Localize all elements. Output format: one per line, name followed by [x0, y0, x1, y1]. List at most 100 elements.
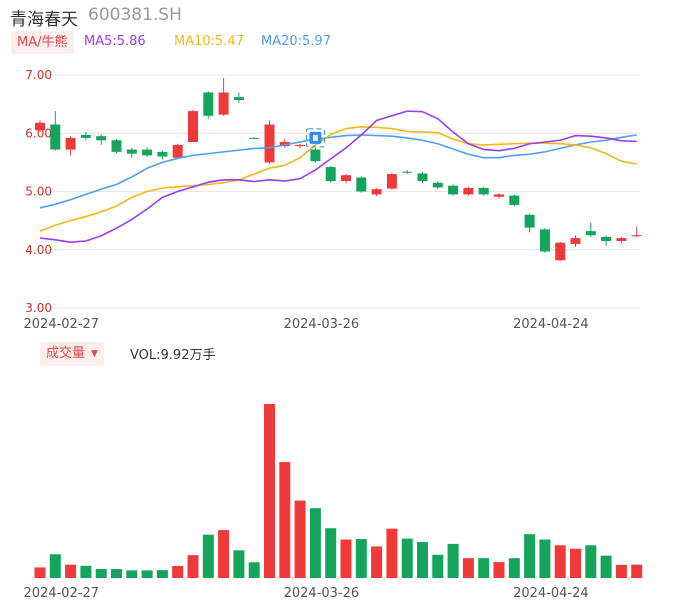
- volume-x-tick-label: 2024-04-24: [513, 586, 589, 601]
- y-tick-label: 5.00: [25, 185, 52, 199]
- candle-body: [249, 137, 260, 139]
- volume-bar: [172, 566, 184, 578]
- candle-body: [279, 141, 290, 147]
- volume-bar: [156, 570, 168, 578]
- indicator-selector[interactable]: MA/牛熊: [11, 31, 74, 54]
- volume-bar: [325, 528, 337, 578]
- y-tick-label: 4.00: [25, 243, 52, 257]
- candle-body: [172, 144, 183, 158]
- candle-body: [417, 173, 428, 182]
- volume-bar: [615, 564, 627, 578]
- ma5-legend: MA5:5.86: [84, 34, 146, 49]
- x-tick-label: 2024-02-27: [24, 317, 100, 332]
- x-tick-label: 2024-04-24: [513, 317, 589, 332]
- candle-body: [341, 175, 351, 182]
- caret-down-icon: ▼: [91, 349, 98, 359]
- candle-body: [432, 182, 443, 188]
- candle-body: [402, 171, 413, 173]
- y-tick-label: 3.00: [25, 301, 52, 315]
- candle-body: [264, 124, 275, 163]
- ma10-legend: MA10:5.47: [174, 34, 244, 49]
- volume-bar: [554, 545, 566, 578]
- candle-body: [325, 167, 336, 182]
- volume-bar: [401, 538, 413, 578]
- volume-bar: [447, 543, 459, 578]
- volume-bar: [493, 562, 505, 578]
- volume-bar: [570, 548, 581, 578]
- volume-bar: [34, 567, 46, 578]
- volume-bar: [80, 565, 92, 578]
- candle-body: [555, 242, 566, 261]
- volume-bar: [508, 558, 520, 578]
- candle-body: [157, 151, 168, 157]
- volume-selector[interactable]: 成交量 ▼: [40, 342, 104, 366]
- ma20-legend: MA20:5.97: [261, 34, 331, 49]
- candle-body: [371, 189, 382, 195]
- volume-bar: [340, 539, 352, 578]
- volume-bar: [202, 534, 214, 578]
- candle-body: [35, 122, 45, 131]
- candle-body: [203, 92, 214, 116]
- candle-body: [539, 229, 550, 252]
- event-marker-glyph: [312, 134, 318, 141]
- volume-x-tick-label: 2024-03-26: [284, 586, 360, 601]
- y-tick-label: 7.00: [25, 68, 52, 82]
- volume-bar: [49, 554, 61, 578]
- x-tick-label: 2024-03-26: [284, 317, 360, 332]
- volume-bar: [417, 542, 428, 578]
- volume-bar: [432, 554, 444, 578]
- volume-bar: [233, 550, 245, 578]
- candle-body: [50, 124, 61, 150]
- volume-bar: [218, 530, 230, 578]
- candle-body: [233, 97, 244, 101]
- ma20-line: [39, 134, 637, 209]
- ma5-line: [39, 110, 637, 243]
- volume-bar: [539, 539, 551, 578]
- candle-body: [80, 134, 91, 138]
- volume-bar: [600, 555, 612, 578]
- volume-bar: [279, 462, 291, 578]
- candle-body: [218, 92, 229, 115]
- candle-body: [111, 140, 122, 152]
- stock-name: 青海春天: [10, 10, 78, 30]
- candle-body: [616, 238, 627, 242]
- volume-bar: [264, 404, 275, 578]
- candle-body: [494, 194, 504, 197]
- candle-body: [126, 149, 137, 154]
- candle-body: [448, 185, 459, 195]
- volume-bar: [65, 564, 77, 578]
- volume-bar: [524, 534, 536, 578]
- candle-body: [310, 149, 321, 162]
- volume-bar: [294, 500, 306, 578]
- volume-bar: [141, 570, 153, 578]
- volume-bar: [478, 558, 490, 578]
- candle-body: [463, 188, 474, 195]
- candle-body: [601, 236, 612, 242]
- volume-bar: [248, 562, 260, 578]
- volume-selector-label: 成交量: [46, 346, 86, 361]
- volume-bar: [371, 546, 383, 578]
- candle-body: [478, 188, 489, 195]
- volume-bar: [631, 564, 643, 578]
- volume-bar: [126, 570, 138, 578]
- volume-bar: [95, 569, 107, 578]
- y-tick-label: 6.00: [25, 126, 52, 140]
- volume-bar: [355, 539, 367, 578]
- volume-x-tick-label: 2024-02-27: [24, 586, 100, 601]
- volume-bar: [309, 508, 321, 578]
- candle-body: [96, 136, 107, 141]
- candle-body: [585, 231, 596, 236]
- event-marker-frame: [305, 128, 325, 148]
- volume-value: VOL:9.92万手: [130, 348, 216, 363]
- candle-body: [524, 214, 535, 228]
- volume-bar: [111, 569, 122, 578]
- volume-bar: [386, 528, 398, 578]
- candle-body: [142, 149, 153, 156]
- volume-bar: [585, 545, 597, 578]
- candle-body: [188, 111, 198, 142]
- candle-body: [386, 174, 397, 189]
- volume-bar: [462, 558, 474, 578]
- candle-body: [356, 177, 367, 192]
- volume-bar: [187, 555, 199, 578]
